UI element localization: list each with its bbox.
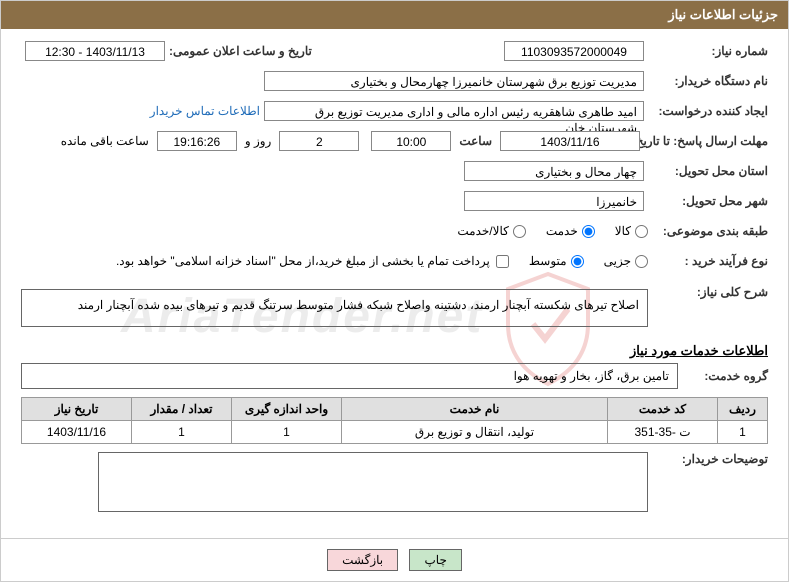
- remain-time: 19:16:26: [157, 131, 237, 151]
- category-service-radio[interactable]: [582, 225, 595, 238]
- services-table: ردیف کد خدمت نام خدمت واحد اندازه گیری ت…: [21, 397, 768, 444]
- service-group-value: تامین برق، گاز، بخار و تهویه هوا: [514, 369, 669, 383]
- province-value: چهار محال و بختیاری: [464, 161, 644, 181]
- need-no-value: 1103093572000049: [504, 41, 644, 61]
- service-group-box: تامین برق، گاز، بخار و تهویه هوا: [21, 363, 678, 389]
- process-mid-label: متوسط: [529, 254, 567, 268]
- process-radio-group: جزیی متوسط: [529, 254, 648, 268]
- buyer-org-value: مدیریت توزیع برق شهرستان خانمیرزا چهارمح…: [264, 71, 644, 91]
- table-cell: 1: [232, 421, 342, 444]
- table-cell: تولید، انتقال و توزیع برق: [342, 421, 608, 444]
- th-code: کد خدمت: [608, 398, 718, 421]
- category-goods-radio[interactable]: [635, 225, 648, 238]
- time-label: ساعت: [459, 134, 492, 148]
- button-row: چاپ بازگشت: [1, 538, 788, 581]
- city-value: خانمیرزا: [464, 191, 644, 211]
- payment-note-text: پرداخت تمام یا بخشی از مبلغ خرید،از محل …: [116, 254, 490, 268]
- table-cell: 1: [718, 421, 768, 444]
- process-mid-option[interactable]: متوسط: [529, 254, 584, 268]
- announce-label: تاریخ و ساعت اعلان عمومی:: [169, 44, 312, 58]
- category-label: طبقه بندی موضوعی:: [648, 224, 768, 238]
- buyer-org-label: نام دستگاه خریدار:: [648, 74, 768, 88]
- deadline-date: 1403/11/16: [500, 131, 640, 151]
- deadline-time: 10:00: [371, 131, 451, 151]
- category-service-label: خدمت: [546, 224, 578, 238]
- category-both-label: کالا/خدمت: [457, 224, 508, 238]
- buyer-contact-link[interactable]: اطلاعات تماس خریدار: [150, 104, 260, 118]
- buyer-notes-label: توضیحات خریدار:: [648, 452, 768, 466]
- category-radio-group: کالا خدمت کالا/خدمت: [457, 224, 648, 238]
- payment-note-checkbox[interactable]: [496, 255, 509, 268]
- category-both-radio[interactable]: [513, 225, 526, 238]
- th-unit: واحد اندازه گیری: [232, 398, 342, 421]
- days-and-text: روز و: [245, 134, 272, 148]
- deadline-label: مهلت ارسال پاسخ: تا تاریخ:: [648, 134, 768, 148]
- process-label: نوع فرآیند خرید :: [648, 254, 768, 268]
- payment-note-row: پرداخت تمام یا بخشی از مبلغ خرید،از محل …: [116, 254, 509, 268]
- th-qty: تعداد / مقدار: [132, 398, 232, 421]
- city-label: شهر محل تحویل:: [648, 194, 768, 208]
- process-small-option[interactable]: جزیی: [604, 254, 648, 268]
- th-date: تاریخ نیاز: [22, 398, 132, 421]
- service-info-title: اطلاعات خدمات مورد نیاز: [21, 343, 768, 359]
- need-no-label: شماره نیاز:: [648, 44, 768, 58]
- description-box: اصلاح تیرهای شکسته آبچنار ارمند، دشتینه …: [21, 289, 648, 327]
- requester-value: امید طاهری شاهقریه رئیس اداره مالی و ادا…: [264, 101, 644, 121]
- page-title: جزئیات اطلاعات نیاز: [668, 7, 778, 22]
- process-small-radio[interactable]: [635, 255, 648, 268]
- days-count: 2: [279, 131, 359, 151]
- process-mid-radio[interactable]: [571, 255, 584, 268]
- back-button[interactable]: بازگشت: [327, 549, 398, 571]
- table-cell: ت -35-351: [608, 421, 718, 444]
- requester-label: ایجاد کننده درخواست:: [648, 104, 768, 118]
- buyer-notes-box[interactable]: [98, 452, 648, 512]
- th-row: ردیف: [718, 398, 768, 421]
- table-row: 1ت -35-351تولید، انتقال و توزیع برق11140…: [22, 421, 768, 444]
- th-name: نام خدمت: [342, 398, 608, 421]
- service-group-label: گروه خدمت:: [688, 369, 768, 383]
- table-header-row: ردیف کد خدمت نام خدمت واحد اندازه گیری ت…: [22, 398, 768, 421]
- description-label: شرح کلی نیاز:: [648, 285, 768, 299]
- category-goods-option[interactable]: کالا: [615, 224, 648, 238]
- table-cell: 1403/11/16: [22, 421, 132, 444]
- page-header: جزئیات اطلاعات نیاز: [1, 1, 788, 29]
- category-goods-label: کالا: [615, 224, 631, 238]
- category-both-option[interactable]: کالا/خدمت: [457, 224, 525, 238]
- process-small-label: جزیی: [604, 254, 631, 268]
- table-cell: 1: [132, 421, 232, 444]
- print-button[interactable]: چاپ: [409, 549, 461, 571]
- province-label: استان محل تحویل:: [648, 164, 768, 178]
- services-table-wrap: ردیف کد خدمت نام خدمت واحد اندازه گیری ت…: [21, 397, 768, 444]
- announce-dt: 1403/11/13 - 12:30: [25, 41, 165, 61]
- description-text: اصلاح تیرهای شکسته آبچنار ارمند، دشتینه …: [78, 298, 639, 312]
- remain-label: ساعت باقی مانده: [61, 134, 149, 148]
- category-service-option[interactable]: خدمت: [546, 224, 595, 238]
